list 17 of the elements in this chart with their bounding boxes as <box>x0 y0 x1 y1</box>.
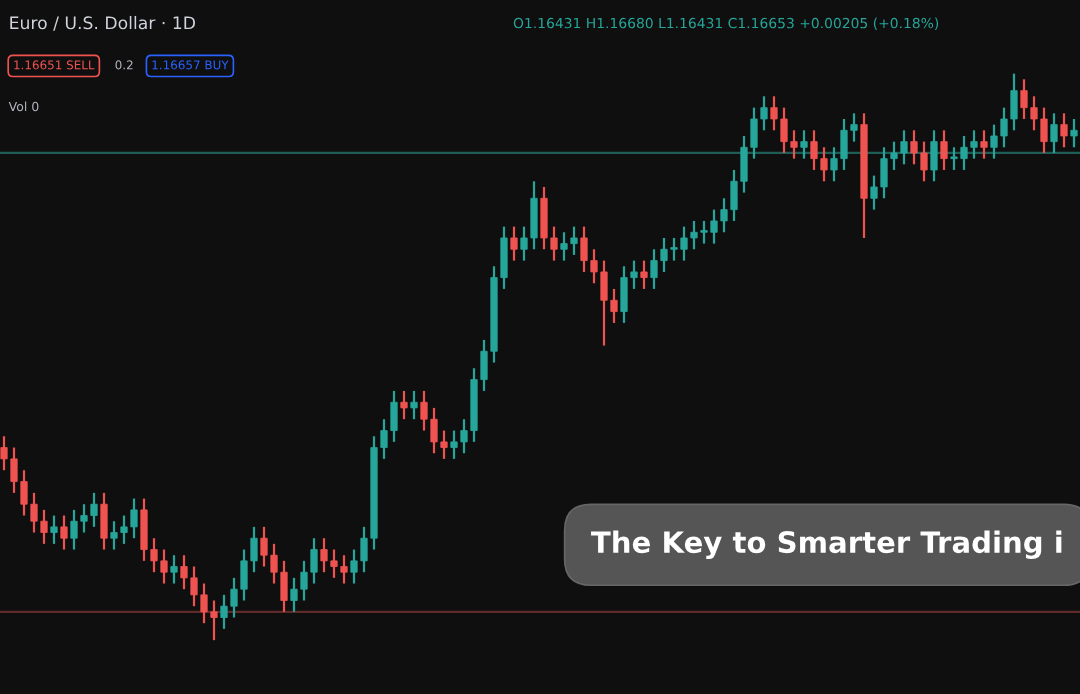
candlestick <box>1070 117 1078 149</box>
candlestick <box>640 259 648 291</box>
candlestick <box>60 514 68 551</box>
candlestick <box>100 491 108 551</box>
candlestick <box>170 554 178 585</box>
candlestick <box>410 389 418 421</box>
candlestick <box>980 129 988 160</box>
candlestick <box>510 225 518 262</box>
candlestick <box>50 514 58 545</box>
candlestick <box>940 129 948 172</box>
annotation: The Key to Smarter Trading i <box>591 530 1062 560</box>
candlestick <box>930 129 938 183</box>
candlestick <box>400 389 408 421</box>
candlestick <box>1060 112 1068 149</box>
candlestick <box>800 129 808 160</box>
candlestick <box>1050 112 1058 155</box>
chart-title: Euro / U.S. Dollar · 1D <box>10 15 196 31</box>
